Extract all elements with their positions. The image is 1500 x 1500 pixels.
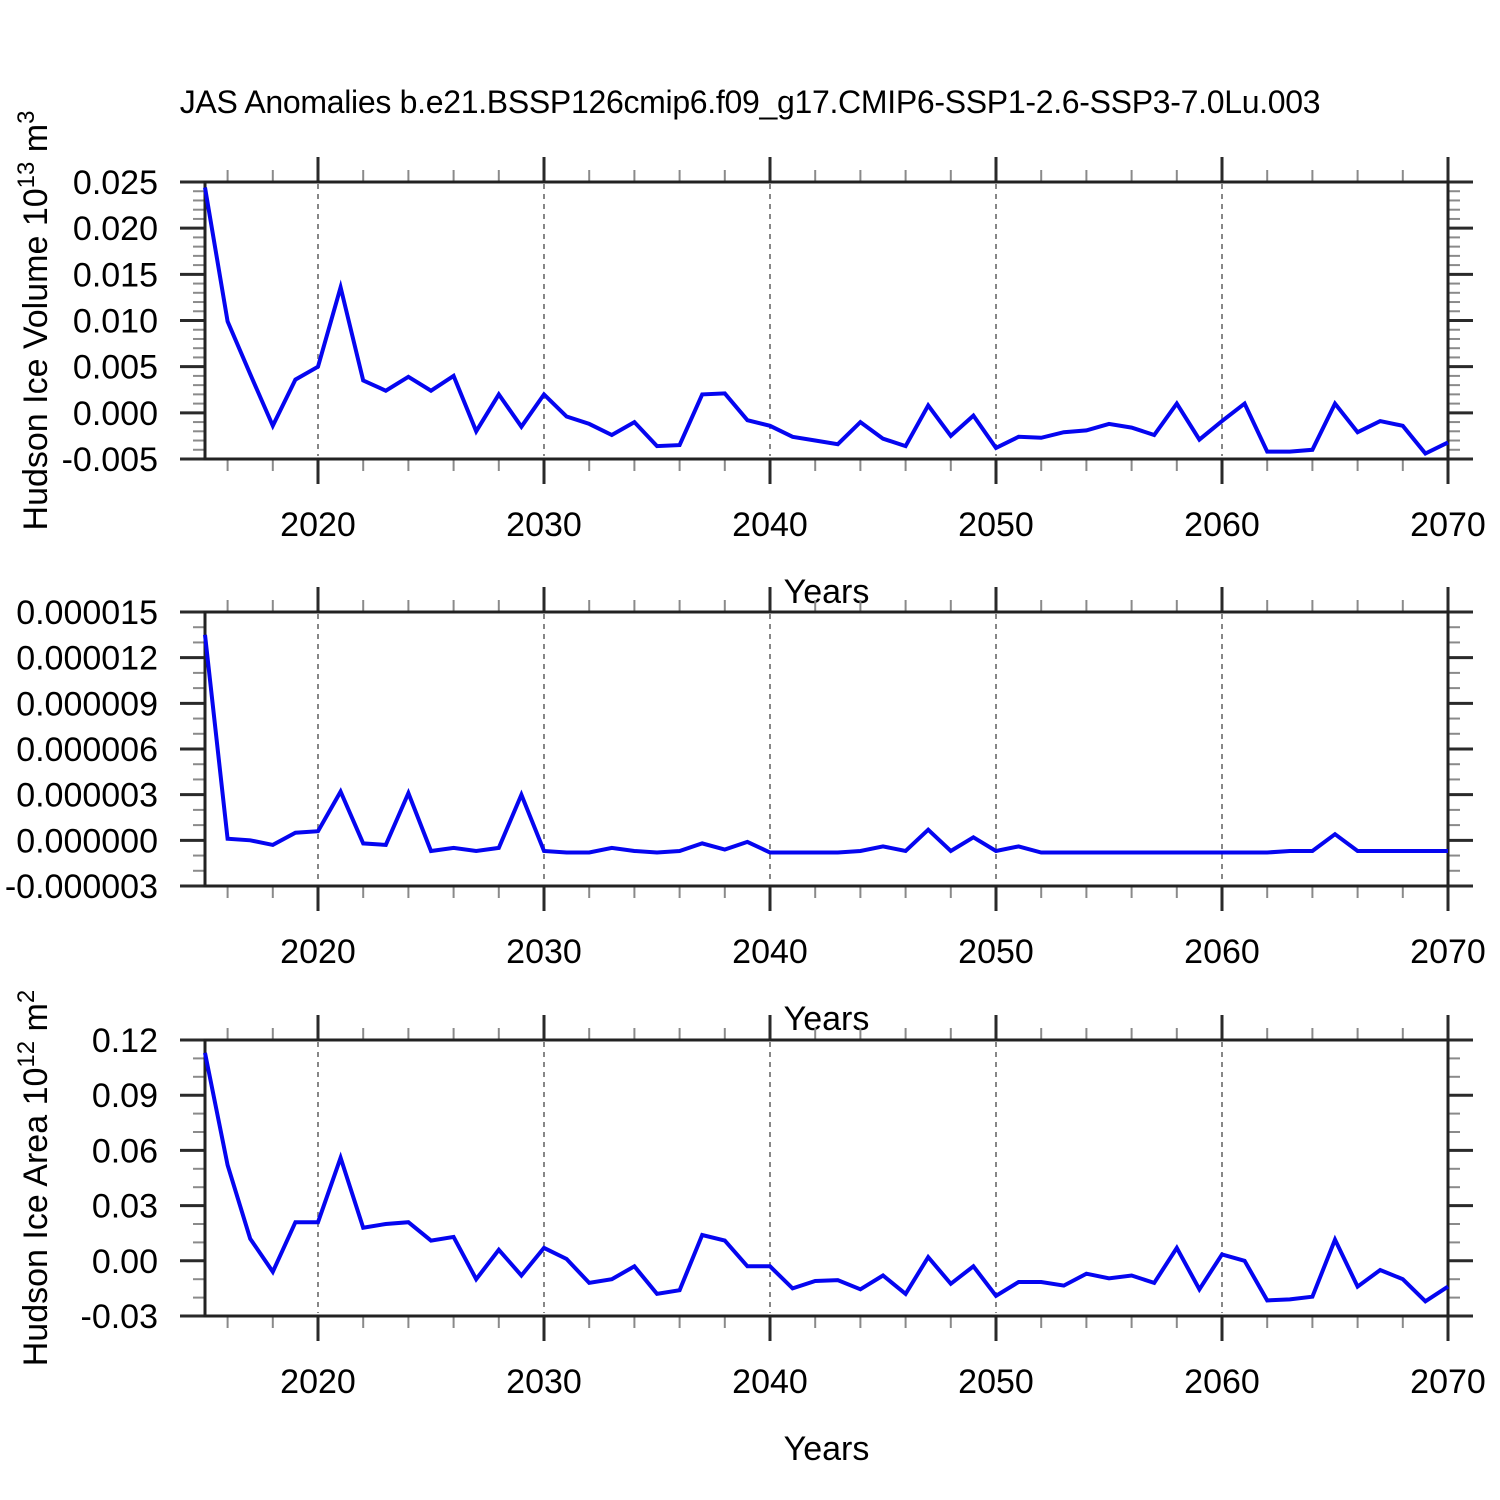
hudson-ice-middle-chart: 2020 2030 2040 2050 2060 2070 0.000015 0.000012… bbox=[5, 587, 1486, 1038]
x-tick-label: 2030 bbox=[506, 506, 582, 544]
x-tick-label: 2030 bbox=[506, 933, 582, 971]
hudson-ice-area-chart: 2020 2030 2040 2050 2060 2070 0.12 0.09 0.06 0.03… bbox=[13, 990, 1486, 1468]
y-tick-label: 0.000 bbox=[73, 395, 158, 433]
x-tick-label: 2020 bbox=[280, 1363, 356, 1401]
hudson-ice-volume-series-line bbox=[203, 187, 1449, 456]
x-tick-label: 2050 bbox=[958, 933, 1034, 971]
y-tick-label: 0.09 bbox=[92, 1077, 158, 1115]
x-tick-label: 2040 bbox=[732, 933, 808, 971]
y-tick-label: 0.03 bbox=[92, 1188, 158, 1226]
y-tick-label: -0.000003 bbox=[5, 868, 158, 906]
y-axis-title: Hudson Ice Area 1012 m2 bbox=[13, 990, 55, 1367]
y-tick-label: 0.000006 bbox=[16, 731, 158, 769]
x-axis-title: Years bbox=[784, 1000, 870, 1038]
x-tick-label: 2070 bbox=[1410, 506, 1486, 544]
y-tick-label: 0.015 bbox=[73, 256, 158, 294]
x-tick-label: 2060 bbox=[1184, 1363, 1260, 1401]
x-tick-label: 2070 bbox=[1410, 933, 1486, 971]
y-tick-label: 0.000003 bbox=[16, 777, 158, 815]
plot-border bbox=[203, 180, 1450, 461]
plot-title: JAS Anomalies b.e21.BSSP126cmip6.f09_g17… bbox=[179, 84, 1321, 120]
y-tick-label: 0.020 bbox=[73, 210, 158, 248]
hudson-ice-volume-chart: 2020 2030 2040 2050 2060 2070 0.025 0.020 0.015 0… bbox=[13, 111, 1486, 611]
y-tick-label: 0.000015 bbox=[16, 594, 158, 632]
x-tick-label: 2070 bbox=[1410, 1363, 1486, 1401]
x-tick-label: 2060 bbox=[1184, 506, 1260, 544]
x-axis-title: Years bbox=[784, 1430, 870, 1468]
y-tick-label: 0.000012 bbox=[16, 640, 158, 678]
plot-border bbox=[203, 610, 1450, 888]
x-tick-label: 2030 bbox=[506, 1363, 582, 1401]
plot-border bbox=[203, 1038, 1450, 1318]
y-tick-label: 0.005 bbox=[73, 349, 158, 387]
x-axis-title: Years bbox=[784, 573, 870, 611]
y-tick-label: 0.010 bbox=[73, 303, 158, 341]
x-tick-label: 2020 bbox=[280, 933, 356, 971]
hudson-ice-middle-series-line bbox=[203, 634, 1448, 855]
x-tick-label: 2060 bbox=[1184, 933, 1260, 971]
y-axis-title: Hudson Ice Volume 1013 m3 bbox=[13, 111, 55, 531]
y-tick-label: 0.025 bbox=[73, 164, 158, 202]
y-tick-label: -0.03 bbox=[81, 1298, 159, 1336]
y-tick-label: 0.12 bbox=[92, 1022, 158, 1060]
x-tick-label: 2040 bbox=[732, 506, 808, 544]
x-tick-label: 2040 bbox=[732, 1363, 808, 1401]
y-tick-label: 0.000000 bbox=[16, 822, 158, 860]
hudson-ice-area-series-line bbox=[203, 1052, 1450, 1304]
x-tick-label: 2050 bbox=[958, 506, 1034, 544]
y-tick-label: 0.00 bbox=[92, 1243, 158, 1281]
x-tick-label: 2020 bbox=[280, 506, 356, 544]
x-tick-label: 2050 bbox=[958, 1363, 1034, 1401]
y-tick-label: -0.005 bbox=[62, 441, 158, 479]
y-tick-label: 0.06 bbox=[92, 1132, 158, 1170]
y-tick-label: 0.000009 bbox=[16, 685, 158, 723]
